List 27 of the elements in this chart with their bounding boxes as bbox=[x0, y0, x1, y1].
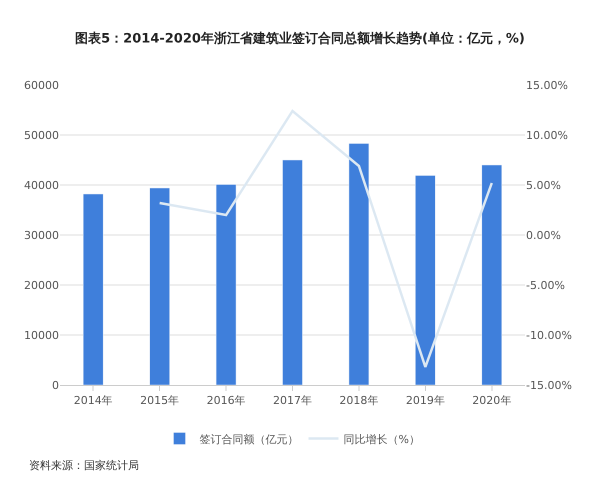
y-tick-label: 60000 bbox=[24, 78, 59, 92]
y2-tick-label: -15.00% bbox=[526, 378, 572, 392]
x-tick-label: 2019年 bbox=[406, 394, 445, 408]
y2-tick-label: 5.00% bbox=[526, 178, 561, 192]
y-tick-label: 0 bbox=[52, 378, 59, 392]
legend-label: 签订合同额（亿元） bbox=[200, 432, 298, 446]
y2-tick-label: -10.00% bbox=[526, 328, 572, 342]
y-tick-label: 20000 bbox=[24, 278, 59, 292]
y-tick-label: 10000 bbox=[24, 328, 59, 342]
x-tick-label: 2017年 bbox=[273, 394, 312, 408]
bar bbox=[83, 194, 104, 385]
y2-tick-label: 10.00% bbox=[526, 128, 568, 142]
x-tick-label: 2020年 bbox=[472, 394, 512, 408]
y2-tick-label: -5.00% bbox=[526, 278, 565, 292]
y-tick-label: 30000 bbox=[24, 228, 59, 242]
y2-tick-label: 0.00% bbox=[526, 228, 561, 242]
y2-tick-label: 15.00% bbox=[526, 78, 568, 92]
x-tick-label: 2018年 bbox=[339, 394, 378, 408]
chart-title: 图表5：2014-2020年浙江省建筑业签订合同总额增长趋势(单位：亿元，%) bbox=[75, 30, 525, 47]
x-tick-label: 2016年 bbox=[206, 394, 246, 408]
y-tick-label: 50000 bbox=[24, 128, 59, 142]
text: 资料来源：国家统计局 bbox=[29, 459, 139, 472]
bar bbox=[282, 160, 303, 385]
y-tick-label: 40000 bbox=[24, 178, 59, 192]
x-tick-label: 2014年 bbox=[74, 394, 113, 408]
legend-label: 同比增长（%） bbox=[344, 432, 420, 446]
x-tick-label: 2015年 bbox=[140, 394, 180, 408]
